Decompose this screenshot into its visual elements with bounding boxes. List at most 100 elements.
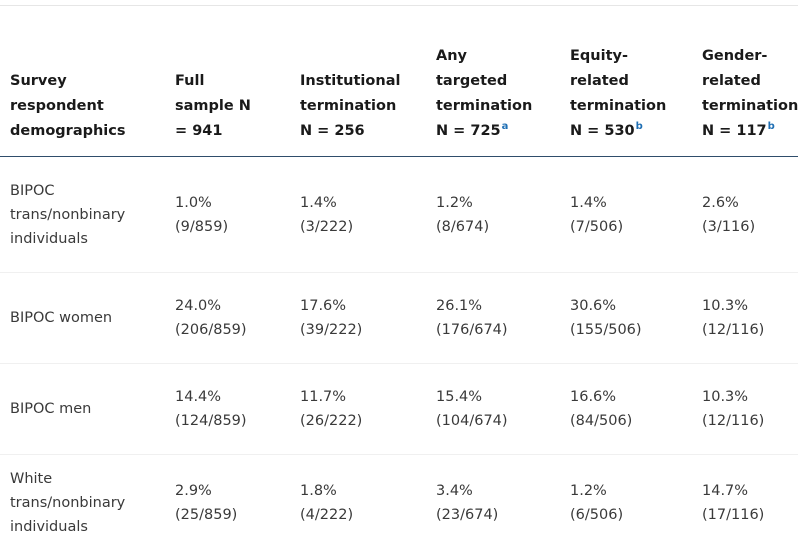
header-n-value: N = 725 (436, 123, 501, 139)
header-text-line: termination (570, 94, 692, 119)
cell-fraction: (155/506) (570, 318, 692, 342)
header-full-sample: Full sample N = 941 (165, 6, 290, 157)
data-cell: 2.6%(3/116) (692, 157, 798, 273)
cell-percent: 24.0% (175, 294, 290, 318)
cell-fraction: (17/116) (702, 503, 798, 527)
cell-fraction: (23/674) (436, 503, 560, 527)
data-cell: 17.6%(39/222) (290, 273, 426, 364)
cell-fraction: (7/506) (570, 215, 692, 239)
header-text-line: = 941 (175, 119, 290, 144)
data-cell: 24.0%(206/859) (165, 273, 290, 364)
header-text-line: Full (175, 69, 290, 94)
header-text-line: targeted (436, 69, 560, 94)
data-cell: 16.6%(84/506) (560, 364, 692, 455)
cell-percent: 1.8% (300, 479, 426, 503)
table-row: BIPOC trans/nonbinary individuals 1.0%(9… (0, 157, 798, 273)
cell-percent: 2.6% (702, 191, 798, 215)
row-label-line: trans/nonbinary (10, 491, 165, 515)
header-text-line: related (702, 69, 798, 94)
cell-percent: 14.4% (175, 385, 290, 409)
cell-fraction: (176/674) (436, 318, 560, 342)
cell-fraction: (3/116) (702, 215, 798, 239)
header-text-line: termination (300, 94, 426, 119)
footnote-link-a[interactable]: a (502, 121, 509, 132)
data-cell: 1.4%(3/222) (290, 157, 426, 273)
row-label-cell: BIPOC women (0, 273, 165, 364)
data-cell: 14.4%(124/859) (165, 364, 290, 455)
header-text-line: Survey (10, 69, 165, 94)
header-text-line: N = 530b (570, 119, 692, 144)
cell-fraction: (26/222) (300, 409, 426, 433)
cell-percent: 17.6% (300, 294, 426, 318)
row-label-cell: BIPOC men (0, 364, 165, 455)
header-n-value: N = 117 (702, 123, 767, 139)
cell-percent: 3.4% (436, 479, 560, 503)
row-label-line: BIPOC men (10, 397, 165, 421)
cell-percent: 30.6% (570, 294, 692, 318)
data-cell: 2.9%(25/859) (165, 455, 290, 551)
cell-percent: 2.9% (175, 479, 290, 503)
cell-fraction: (6/506) (570, 503, 692, 527)
cell-fraction: (206/859) (175, 318, 290, 342)
header-text-line: sample N (175, 94, 290, 119)
row-label-line: White (10, 467, 165, 491)
footnote-link-b[interactable]: b (768, 121, 775, 132)
cell-percent: 1.2% (570, 479, 692, 503)
header-institutional-termination: Institutional termination N = 256 (290, 6, 426, 157)
table-row: BIPOC men 14.4%(124/859) 11.7%(26/222) 1… (0, 364, 798, 455)
table-header: Survey respondent demographics Full samp… (0, 6, 798, 157)
data-cell: 1.4%(7/506) (560, 157, 692, 273)
cell-fraction: (39/222) (300, 318, 426, 342)
header-text-line: demographics (10, 119, 165, 144)
data-cell: 1.2%(8/674) (426, 157, 560, 273)
header-row: Survey respondent demographics Full samp… (0, 6, 798, 157)
cell-fraction: (12/116) (702, 409, 798, 433)
cell-percent: 1.4% (570, 191, 692, 215)
row-label-line: trans/nonbinary (10, 203, 165, 227)
cell-percent: 15.4% (436, 385, 560, 409)
cell-fraction: (4/222) (300, 503, 426, 527)
header-text-line: N = 117b (702, 119, 798, 144)
data-cell: 30.6%(155/506) (560, 273, 692, 364)
header-text-line: N = 725a (436, 119, 560, 144)
header-text-line: Equity- (570, 44, 692, 69)
row-label-cell: White trans/nonbinary individuals (0, 455, 165, 551)
data-cell: 15.4%(104/674) (426, 364, 560, 455)
header-text-line: termination (702, 94, 798, 119)
cell-fraction: (104/674) (436, 409, 560, 433)
cell-percent: 26.1% (436, 294, 560, 318)
data-cell: 1.2%(6/506) (560, 455, 692, 551)
row-label-cell: BIPOC trans/nonbinary individuals (0, 157, 165, 273)
data-cell: 26.1%(176/674) (426, 273, 560, 364)
cell-percent: 14.7% (702, 479, 798, 503)
row-label-line: individuals (10, 227, 165, 251)
header-text-line: Institutional (300, 69, 426, 94)
header-demographics: Survey respondent demographics (0, 6, 165, 157)
cell-fraction: (3/222) (300, 215, 426, 239)
header-text-line: Any (436, 44, 560, 69)
cell-fraction: (8/674) (436, 215, 560, 239)
cell-fraction: (124/859) (175, 409, 290, 433)
row-label-line: BIPOC (10, 179, 165, 203)
table-body: BIPOC trans/nonbinary individuals 1.0%(9… (0, 157, 798, 551)
data-cell: 14.7%(17/116) (692, 455, 798, 551)
cell-fraction: (9/859) (175, 215, 290, 239)
header-gender-related-termination: Gender- related termination N = 117b (692, 6, 798, 157)
header-n-value: N = 530 (570, 123, 635, 139)
header-text-line: termination (436, 94, 560, 119)
data-cell: 10.3%(12/116) (692, 273, 798, 364)
cell-fraction: (25/859) (175, 503, 290, 527)
data-cell: 1.8%(4/222) (290, 455, 426, 551)
header-any-targeted-termination: Any targeted termination N = 725a (426, 6, 560, 157)
cell-percent: 10.3% (702, 385, 798, 409)
data-cell: 10.3%(12/116) (692, 364, 798, 455)
header-text-line: related (570, 69, 692, 94)
footnote-link-b[interactable]: b (636, 121, 643, 132)
cell-percent: 1.2% (436, 191, 560, 215)
row-label-line: BIPOC women (10, 306, 165, 330)
table-row: White trans/nonbinary individuals 2.9%(2… (0, 455, 798, 551)
header-text-line: Gender- (702, 44, 798, 69)
data-cell: 3.4%(23/674) (426, 455, 560, 551)
cell-fraction: (12/116) (702, 318, 798, 342)
cell-percent: 1.4% (300, 191, 426, 215)
